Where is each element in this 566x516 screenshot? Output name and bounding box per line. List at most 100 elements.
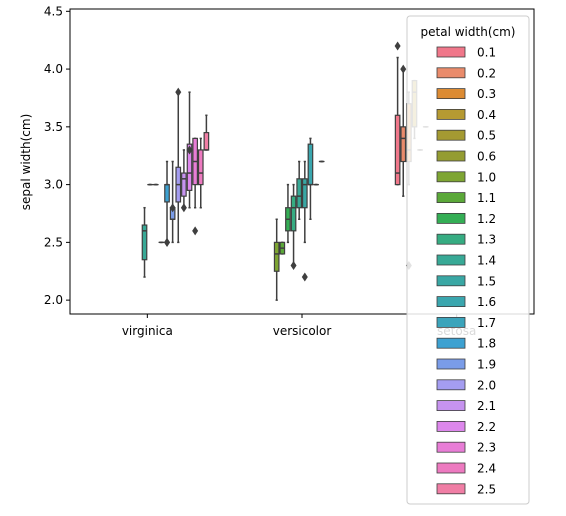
legend-swatch — [436, 46, 466, 58]
box-setosa-0_2 — [400, 64, 407, 197]
box-versicolor-1_3 — [290, 183, 297, 270]
legend-swatch — [436, 67, 466, 79]
legend-label: 1.0 — [477, 170, 496, 184]
legend-entry: 0.6 — [436, 150, 496, 164]
legend-entry: 1.0 — [436, 170, 496, 184]
box-versicolor-1_4 — [296, 160, 303, 221]
legend-entry: 1.7 — [436, 316, 496, 330]
y-tick-label: 3.5 — [44, 120, 63, 134]
box-virginica-1_9 — [169, 160, 176, 244]
outlier-point — [164, 237, 171, 247]
legend-label: 2.5 — [477, 482, 496, 496]
box-versicolor-1_0 — [273, 218, 280, 301]
legend-swatch — [436, 337, 466, 349]
x-tick-label: virginica — [122, 324, 173, 338]
outlier-point — [169, 203, 176, 213]
outlier-point — [186, 145, 193, 155]
outlier-point — [400, 64, 407, 74]
legend-items: 0.1 0.2 0.3 0.4 0.5 0.6 1.0 1.1 1.2 1.3 1.4 1.5 1.6 1… — [436, 46, 496, 496]
box-body — [307, 143, 314, 186]
box-virginica-2_3 — [192, 137, 199, 236]
y-tick-label: 2.0 — [44, 293, 63, 307]
legend-swatch — [436, 129, 466, 141]
x-tick-label: versicolor — [273, 324, 332, 338]
legend-entry: 2.5 — [436, 482, 496, 496]
legend-entry: 1.5 — [436, 274, 496, 288]
legend-entry: 1.2 — [436, 212, 496, 226]
legend-entry: 0.3 — [436, 87, 496, 101]
legend-swatch — [436, 275, 466, 287]
legend-entry: 2.0 — [436, 378, 496, 392]
legend-label: 1.2 — [477, 212, 496, 226]
box-virginica-2_4 — [197, 137, 204, 209]
legend-entry: 0.1 — [436, 46, 496, 60]
legend-label: 2.1 — [477, 399, 496, 413]
legend-entry: 1.1 — [436, 191, 496, 205]
legend-swatch — [436, 109, 466, 120]
legend-label: 1.5 — [477, 274, 496, 288]
y-tick-label: 4.5 — [44, 4, 63, 18]
box-virginica-2_1 — [180, 149, 187, 213]
box-body — [197, 149, 204, 186]
legend-label: 0.3 — [477, 87, 496, 101]
y-axis-label: sepal width(cm) — [19, 114, 33, 210]
legend-label: 2.3 — [477, 441, 496, 455]
legend-entry: 0.5 — [436, 129, 496, 143]
legend-entry: 2.3 — [436, 441, 496, 455]
legend-title: petal width(cm) — [421, 25, 516, 39]
legend-entry: 2.4 — [436, 462, 496, 476]
legend-label: 1.4 — [477, 254, 496, 268]
legend-entry: 2.2 — [436, 420, 496, 434]
legend-swatch — [436, 462, 466, 474]
legend-swatch — [436, 171, 466, 183]
legend-label: 1.6 — [477, 295, 496, 309]
box-virginica-2_5 — [203, 114, 210, 151]
legend-entry: 1.8 — [436, 337, 496, 351]
box-body — [141, 224, 148, 261]
box-body — [186, 143, 193, 191]
box-body — [164, 184, 170, 203]
legend-label: 1.1 — [477, 191, 496, 205]
legend-label: 1.8 — [477, 337, 496, 351]
legend-entry: 1.9 — [436, 358, 496, 372]
legend-swatch — [436, 483, 466, 495]
outlier-point — [192, 226, 199, 236]
legend-swatch — [436, 441, 466, 453]
outlier-point — [301, 272, 308, 282]
legend-label: 1.3 — [477, 233, 496, 247]
outlier-point — [394, 41, 401, 51]
y-tick-label: 2.5 — [44, 235, 63, 249]
legend-label: 1.7 — [477, 316, 496, 330]
box-setosa-0_1 — [394, 41, 401, 186]
legend-label: 2.0 — [477, 378, 496, 392]
legend-swatch — [436, 233, 466, 245]
legend-label: 0.4 — [477, 108, 496, 122]
legend-label: 0.6 — [477, 150, 496, 164]
box-body — [394, 114, 401, 186]
legend-swatch — [436, 316, 466, 328]
legend-entry: 0.2 — [436, 66, 496, 80]
y-tick-label: 3.0 — [44, 178, 63, 192]
legend-swatch — [436, 192, 466, 204]
legend-entry: 1.4 — [436, 254, 496, 268]
boxes-layer — [141, 41, 429, 301]
box-body — [400, 126, 407, 163]
outlier-point — [175, 87, 182, 97]
legend-swatch — [436, 400, 466, 412]
legend-entry: 1.6 — [436, 295, 496, 309]
box-body — [301, 178, 308, 209]
box-body — [296, 178, 303, 209]
box-virginica-1_8 — [164, 160, 171, 247]
box-versicolor-1_2 — [285, 183, 291, 244]
box-virginica-2_2 — [186, 91, 193, 209]
legend-label: 0.2 — [477, 66, 496, 80]
legend: petal width(cm) 0.1 0.2 0.3 0.4 0.5 0.6 1.0 1.1… — [406, 15, 530, 505]
legend-entry: 0.4 — [436, 108, 496, 122]
legend-swatch — [436, 150, 466, 162]
box-body — [203, 132, 210, 151]
box-versicolor-1_6 — [307, 137, 314, 221]
box-versicolor-1_5 — [301, 160, 308, 282]
outlier-point — [180, 203, 187, 213]
legend-entry: 1.3 — [436, 233, 496, 247]
